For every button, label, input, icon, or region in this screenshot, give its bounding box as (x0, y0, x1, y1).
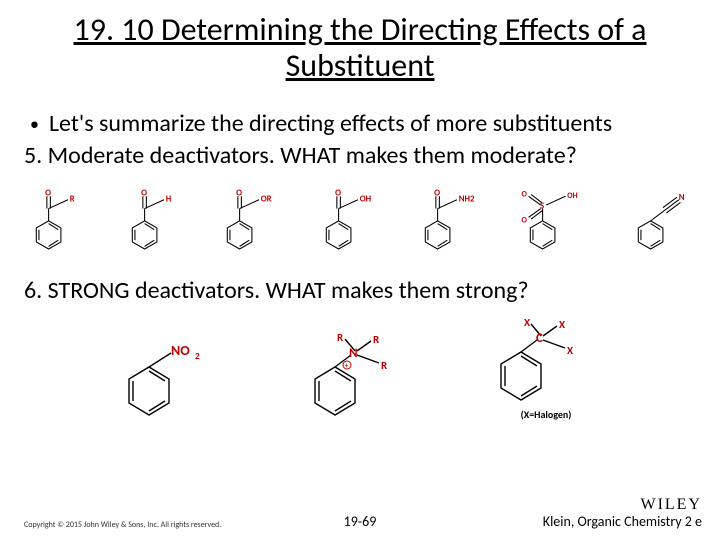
chem-struct-cx3: C X X X (481, 318, 611, 406)
copyright-text: Copyright © 2015 John Wiley & Sons, Inc.… (24, 520, 221, 530)
svg-text:N: N (678, 193, 684, 203)
chem-label-2: H (165, 194, 171, 204)
bullet-dot: • (30, 110, 39, 138)
svg-text:O: O (335, 188, 341, 198)
chem-label-5: NH2 (459, 194, 475, 204)
chem-row-strong: NO 2 N R R R + (24, 318, 696, 421)
numbered-line-6: 6. STRONG deactivators. WHAT makes them … (24, 277, 696, 306)
svg-text:S: S (540, 201, 544, 211)
chem-label-3: OR (261, 194, 272, 204)
book-reference: Klein, Organic Chemistry 2 e (543, 513, 702, 530)
bullet-text: Let's summarize the directing effects of… (49, 110, 612, 138)
chem-struct-nr3: N R R R + (295, 333, 425, 421)
svg-text:C: C (536, 331, 543, 346)
chem-struct-no2: NO 2 (109, 333, 239, 421)
svg-text:2: 2 (195, 351, 200, 362)
bullet-item: • Let's summarize the directing effects … (24, 110, 696, 138)
svg-text:X: X (567, 344, 574, 357)
slide-title: 19. 10 Determining the Directing Effects… (0, 12, 720, 84)
svg-text:X: X (559, 318, 566, 331)
chem-row-moderate: O R O H (24, 181, 696, 259)
svg-text:O: O (521, 189, 527, 199)
slide: 19. 10 Determining the Directing Effects… (0, 0, 720, 540)
svg-text:R: R (381, 359, 388, 372)
svg-text:O: O (45, 188, 51, 198)
chem-struct-3: O OR (215, 181, 294, 259)
svg-text:OH: OH (567, 191, 577, 201)
svg-text:+: + (345, 361, 349, 371)
svg-text:N: N (349, 346, 358, 361)
svg-text:O: O (141, 188, 147, 198)
svg-text:O: O (435, 188, 441, 198)
chem-struct-1: O R (24, 181, 100, 259)
svg-text:X: X (524, 318, 531, 329)
svg-text:NO: NO (171, 342, 190, 359)
page-number: 19-69 (344, 513, 377, 530)
halogen-note: (X=Halogen) (521, 408, 572, 421)
chem-struct-4: O OH (314, 181, 393, 259)
svg-text:O: O (521, 215, 527, 225)
numbered-line-5: 5. Moderate deactivators. WHAT makes the… (24, 142, 696, 171)
chem-label-4: OH (360, 194, 372, 204)
chem-cx3-wrap: C X X X (X=Halogen) (481, 318, 611, 421)
chem-struct-7: N (626, 181, 696, 259)
slide-body: • Let's summarize the directing effects … (24, 110, 696, 421)
chem-label-1: R (70, 194, 75, 204)
svg-text:R: R (373, 333, 380, 346)
chem-struct-5: O NH2 (413, 181, 497, 259)
chem-struct-6: S O O OH (518, 181, 606, 259)
svg-text:R: R (337, 333, 344, 344)
chem-struct-2: O H (120, 181, 196, 259)
footer: Copyright © 2015 John Wiley & Sons, Inc.… (0, 508, 720, 530)
svg-text:O: O (236, 188, 242, 198)
